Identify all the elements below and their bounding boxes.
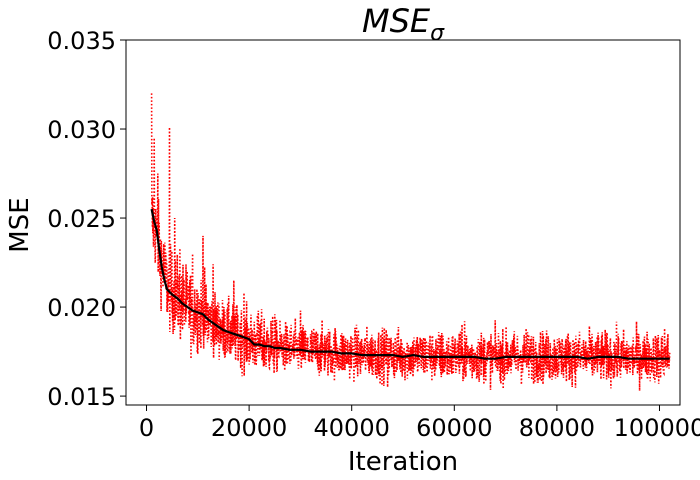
y-tick-label: 0.030 [47, 116, 116, 144]
plot-frame [125, 39, 681, 406]
x-axis-label: Iteration [348, 447, 458, 477]
x-tick-label: 60000 [416, 414, 492, 442]
chart-title-subscript: σ [430, 21, 445, 46]
x-tick-label: 20000 [211, 414, 287, 442]
y-tick-label: 0.015 [47, 383, 116, 411]
y-tick-label: 0.020 [47, 294, 116, 322]
y-axis-label: MSE [5, 197, 35, 252]
x-tick-label: 80000 [519, 414, 595, 442]
series-layer [150, 93, 671, 391]
chart-title: MSEσ [362, 2, 445, 46]
series-smoothed-line [150, 208, 670, 360]
x-tick-label: 0 [139, 414, 154, 442]
x-tick-label: 100000 [614, 414, 700, 442]
y-tick-label: 0.025 [47, 205, 116, 233]
series-raw-line [150, 93, 671, 391]
x-tick-label: 40000 [314, 414, 390, 442]
y-tick-label: 0.035 [47, 27, 116, 55]
x-axis-ticks: 0 20000 40000 60000 80000 100000 [139, 405, 700, 442]
y-axis-ticks: 0.015 0.020 0.025 0.030 0.035 [47, 27, 126, 411]
